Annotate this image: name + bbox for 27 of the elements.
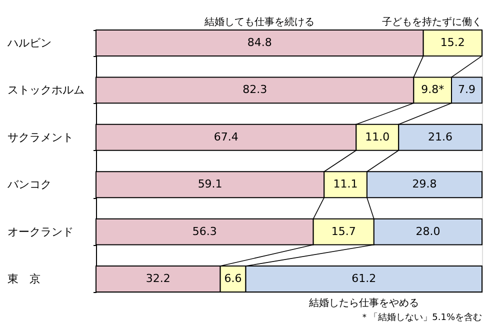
y-tick-label: ストックホルム	[8, 84, 84, 97]
data-label: 7.9	[458, 83, 476, 96]
y-tick-label: バンコク	[6, 178, 52, 192]
data-label: 11.1	[333, 178, 358, 191]
data-label: 56.3	[192, 224, 217, 238]
y-tick-label: オークランド	[8, 225, 74, 238]
series-label: 子どもを持たずに働く	[382, 16, 482, 28]
data-label: 15.7	[331, 224, 356, 238]
data-label: 28.0	[416, 224, 440, 238]
data-label: 59.1	[198, 178, 222, 191]
data-label: 9.8*	[421, 83, 445, 96]
data-label: 21.6	[428, 130, 453, 144]
y-tick-label: ハルビン	[6, 36, 52, 50]
data-label: 67.4	[214, 130, 238, 144]
series-label: 結婚したら仕事をやめる	[308, 297, 419, 309]
data-label: 11.0	[365, 130, 390, 144]
data-label: 82.3	[242, 83, 268, 96]
data-label: 61.2	[352, 272, 376, 286]
data-label: 32.2	[146, 272, 170, 286]
text: ＊「結婚しない」5.1%を含む	[360, 312, 482, 323]
data-label: 6.6	[224, 272, 242, 286]
series-label: 結婚しても仕事を続ける	[204, 16, 315, 28]
y-tick-label: 東 京	[8, 272, 40, 286]
data-label: 29.8	[412, 178, 437, 191]
data-label: 15.2	[440, 36, 465, 49]
y-tick-label: サクラメント	[8, 130, 74, 144]
data-label: 84.8	[247, 36, 272, 49]
